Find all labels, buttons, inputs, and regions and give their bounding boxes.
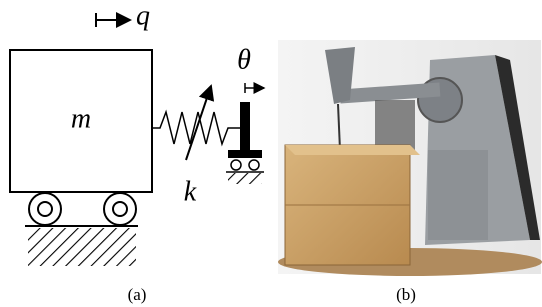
caption: (a): [128, 285, 147, 304]
stiffness-label: k: [184, 176, 197, 207]
angle-label: θ: [237, 44, 251, 75]
mass-label: m: [71, 103, 91, 134]
photo: [278, 40, 542, 276]
figure: q m k θ (a) (b): [0, 0, 542, 307]
schematic: q m k θ: [10, 0, 264, 266]
caption: (b): [396, 285, 416, 304]
displacement-label: q: [136, 0, 150, 31]
